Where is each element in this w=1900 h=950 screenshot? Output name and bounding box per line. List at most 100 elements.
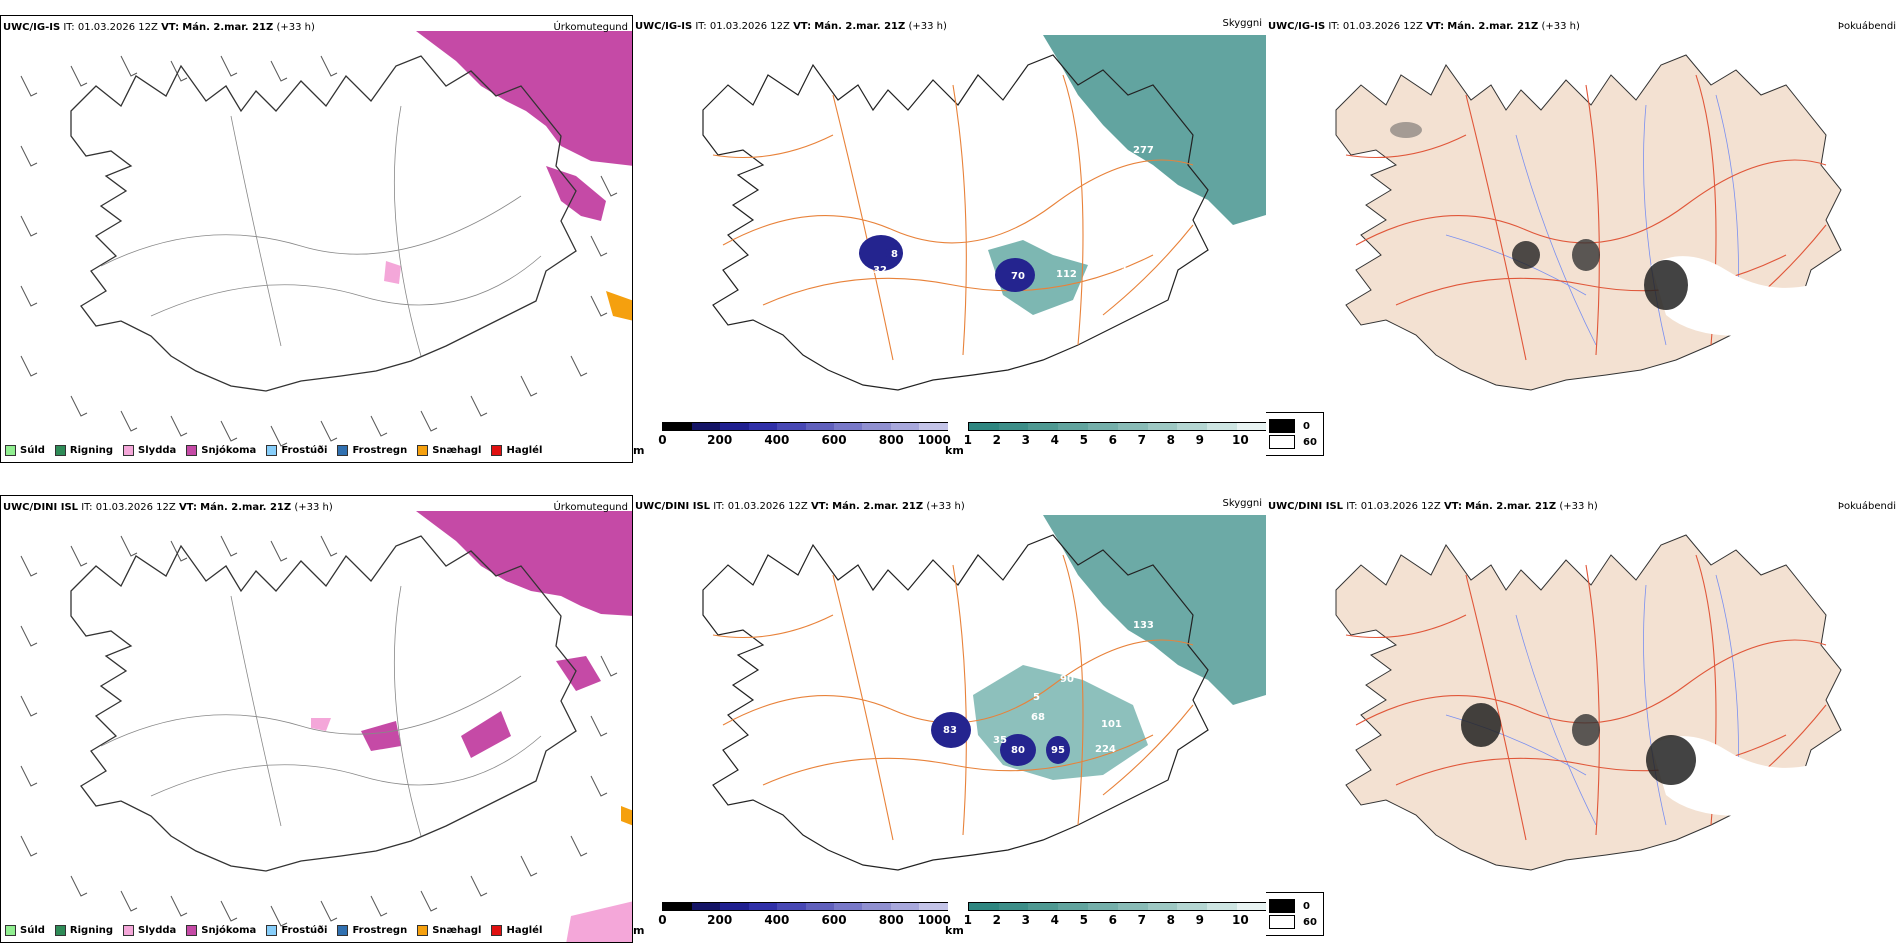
roads [100, 585, 542, 837]
ceiling-value: 32 [873, 265, 887, 276]
coastline [70, 535, 577, 872]
header-top-precip: UWC/IG-IS IT: 01.03.2026 12Z VT: Mán. 2.… [3, 22, 315, 33]
ceiling-value: 8 [891, 249, 898, 260]
fog-legend-top: 0 60 [1266, 412, 1324, 456]
low-visibility-area [1043, 35, 1266, 225]
panel-title-fog-bottom: Þokuábendi [1837, 501, 1896, 512]
wet-snow-patch [384, 261, 401, 284]
ceiling-patch [859, 235, 903, 271]
rivers [1445, 94, 1739, 346]
legend-item: Frostregn [337, 925, 407, 936]
header-bottom-visibility: UWC/DINI ISL IT: 01.03.2026 12Z VT: Mán.… [635, 501, 965, 512]
precip-legend-top: Súld Rigning Slydda Snjókoma Frostúði Fr… [5, 445, 542, 456]
roads [100, 105, 542, 357]
wind-barbs [20, 55, 618, 447]
legend-item: 0 [1269, 419, 1317, 433]
legend-item: Frostúði [266, 445, 327, 456]
ceiling-colorbar-top: m 0 200 400 600 800 1000 [633, 422, 951, 457]
rivers [1445, 574, 1739, 826]
legend-item: 0 [1269, 899, 1317, 913]
snow-patch [361, 721, 401, 751]
header-bottom-precip: UWC/DINI ISL IT: 01.03.2026 12Z VT: Mán.… [3, 502, 333, 513]
legend-item: Slydda [123, 925, 176, 936]
ceiling-patch [1000, 734, 1036, 766]
ceiling-value: 5 [1033, 692, 1040, 703]
panel-title-visibility-bottom: Skyggni [1222, 498, 1262, 509]
fog-area [1572, 239, 1600, 271]
legend-item: Snæhagl [417, 925, 481, 936]
ceiling-patch [1046, 736, 1070, 764]
precip-map-top [20, 31, 632, 447]
wet-snow-area [566, 901, 632, 942]
snow-area-ne [416, 31, 632, 166]
ceiling-value: 133 [1133, 620, 1154, 631]
ceiling-value: 277 [1133, 145, 1154, 156]
ceiling-value: 73 [945, 249, 959, 260]
legend-item: Snæhagl [417, 445, 481, 456]
visibility-panel-top: 277 73 70 112 8 32 1 UWC/IG-IS IT: 01.03… [633, 15, 1266, 463]
coastline [70, 55, 577, 392]
precip-panel-top: UWC/IG-IS IT: 01.03.2026 12Z VT: Mán. 2.… [0, 15, 633, 463]
legend-item: Frostúði [266, 925, 327, 936]
land [1335, 54, 1842, 391]
land [1335, 534, 1842, 871]
ceiling-value: 112 [1056, 269, 1077, 280]
ceiling-value: 224 [1095, 744, 1116, 755]
fog-panel-top: UWC/IG-IS IT: 01.03.2026 12Z VT: Mán. 2.… [1266, 15, 1900, 463]
ceiling-value: 83 [943, 725, 957, 736]
ceiling-patch [995, 258, 1035, 292]
legend-item: 60 [1269, 435, 1317, 449]
visibility-map-top: 277 73 70 112 8 32 1 [702, 35, 1266, 391]
wind-barbs [20, 535, 618, 927]
roads [712, 74, 1194, 361]
legend-item: 60 [1269, 915, 1317, 929]
legend-item: Snjókoma [186, 445, 256, 456]
legend-item: Snjókoma [186, 925, 256, 936]
fog-area [1390, 122, 1422, 138]
precip-panel-bottom: UWC/DINI ISL IT: 01.03.2026 12Z VT: Mán.… [0, 495, 633, 943]
visibility-map-bottom: 133 90 83 35 80 95 101 224 68 8 5 [702, 515, 1266, 871]
snow-area-ne [416, 511, 632, 616]
header-top-visibility: UWC/IG-IS IT: 01.03.2026 12Z VT: Mán. 2.… [635, 21, 947, 32]
roads [1345, 554, 1827, 841]
panel-title-precip-bottom: Úrkomutegund [553, 502, 628, 513]
roads [1345, 74, 1827, 361]
ceiling-patch [931, 712, 971, 748]
fog-legend-bottom: 0 60 [1266, 892, 1324, 936]
fog-area [1646, 735, 1696, 785]
legend-item: Frostregn [337, 445, 407, 456]
legend-item: Slydda [123, 445, 176, 456]
ceiling-value: 70 [1011, 271, 1025, 282]
panel-title-precip-top: Úrkomutegund [553, 22, 628, 33]
visibility-colorbar-top: km 1 2 3 4 5 6 7 8 9 10 [945, 422, 1266, 457]
header-bottom-fog: UWC/DINI ISL IT: 01.03.2026 12Z VT: Mán.… [1268, 501, 1598, 512]
precip-legend-bottom: Súld Rigning Slydda Snjókoma Frostúði Fr… [5, 925, 542, 936]
ceiling-value: 90 [1060, 674, 1074, 685]
panel-title-fog-top: Þokuábendi [1837, 21, 1896, 32]
ceiling-colorbar-bottom: m 0 200 400 600 800 1000 [633, 902, 951, 937]
legend-item: Súld [5, 445, 45, 456]
ceiling-value: 95 [1051, 745, 1065, 756]
graupel-patch [606, 291, 632, 321]
ceiling-value: 1 [1121, 262, 1128, 273]
fog-free-area [1651, 256, 1811, 336]
ceiling-value: 68 [1031, 712, 1045, 723]
precip-map-bottom [20, 511, 632, 942]
fog-panel-bottom: UWC/DINI ISL IT: 01.03.2026 12Z VT: Mán.… [1266, 495, 1900, 943]
panel-title-visibility-top: Skyggni [1222, 18, 1262, 29]
legend-item: Haglél [491, 445, 542, 456]
legend-item: Rigning [54, 925, 113, 936]
snow-patch [461, 711, 511, 758]
visibility-panel-bottom: 133 90 83 35 80 95 101 224 68 8 5 UWC/DI… [633, 495, 1266, 943]
legend-item: Rigning [54, 445, 113, 456]
fog-area [1461, 703, 1501, 747]
legend-item: Súld [5, 925, 45, 936]
fog-area [1512, 241, 1540, 269]
graupel-patch [621, 806, 632, 826]
ceiling-value: 101 [1101, 719, 1122, 730]
low-visibility-area [1043, 515, 1266, 705]
header-top-fog: UWC/IG-IS IT: 01.03.2026 12Z VT: Mán. 2.… [1268, 21, 1580, 32]
fog-area [1572, 714, 1600, 746]
ceiling-value: 80 [1011, 745, 1025, 756]
snow-area-east [556, 656, 601, 691]
